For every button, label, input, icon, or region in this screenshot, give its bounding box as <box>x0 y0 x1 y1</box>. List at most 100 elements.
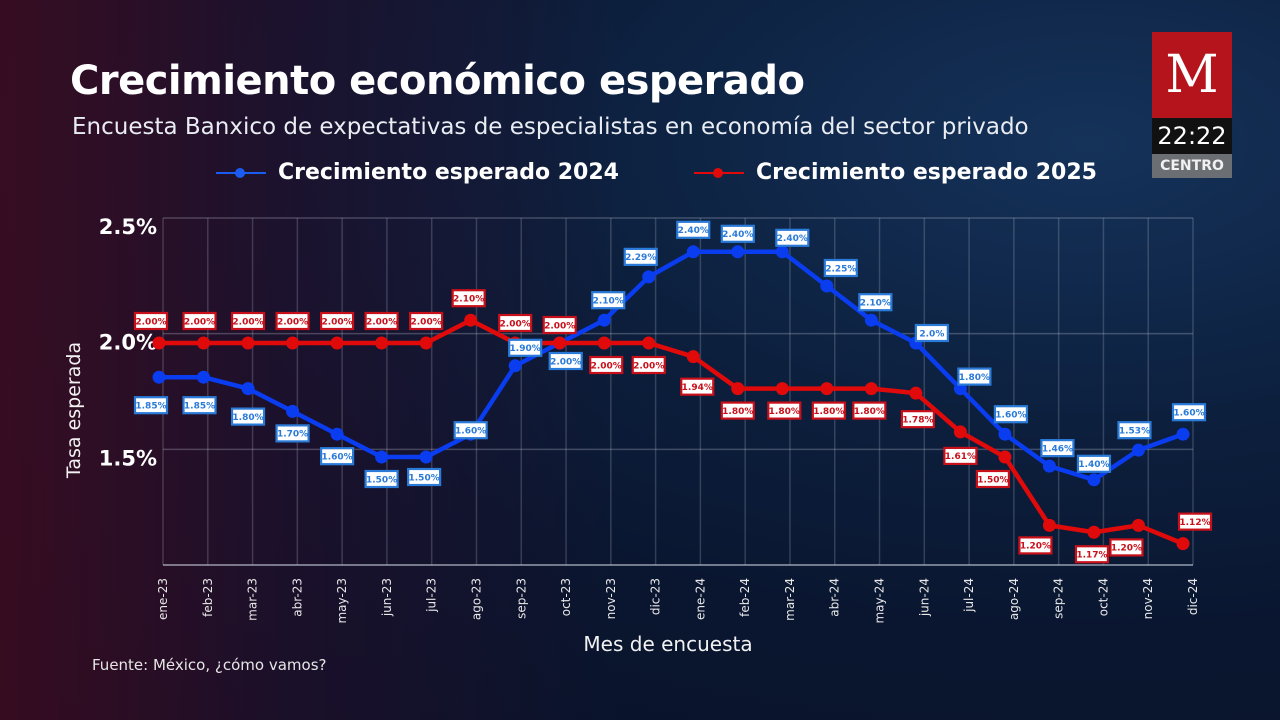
x-tick-label: jun-23 <box>380 578 394 617</box>
x-tick-label: nov-23 <box>604 578 618 619</box>
data-label-box <box>319 311 355 331</box>
data-label: 1.53% <box>1119 426 1150 436</box>
data-label: 1.94% <box>682 383 713 393</box>
data-point <box>864 313 878 327</box>
data-point <box>553 336 567 350</box>
data-label: 2.00% <box>366 317 397 327</box>
data-label-box <box>364 469 399 489</box>
data-label-box <box>1074 545 1110 564</box>
x-tick-label: jun-24 <box>917 578 931 617</box>
data-label: 1.85% <box>184 402 215 412</box>
x-tick-label: oct-23 <box>559 578 573 616</box>
chart-subtitle: Encuesta Banxico de expectativas de espe… <box>72 114 1029 140</box>
data-label-box <box>1171 403 1207 422</box>
data-label: 2.0% <box>919 329 944 339</box>
legend-item-2024: Crecimiento esperado 2024 <box>216 160 619 185</box>
x-tick-label: dic-24 <box>1186 578 1200 615</box>
data-label-box <box>1117 421 1152 440</box>
data-label-box <box>943 446 978 466</box>
data-label-box <box>589 355 624 375</box>
data-label-box <box>275 424 310 443</box>
data-label-box <box>1177 512 1213 531</box>
data-label: 1.80% <box>813 407 844 417</box>
data-point <box>197 336 211 350</box>
data-label: 1.78% <box>902 415 933 425</box>
data-label-box <box>680 377 715 396</box>
data-point <box>419 450 433 464</box>
data-label-box <box>823 258 858 278</box>
data-point <box>820 279 834 293</box>
legend-swatch-2025 <box>694 166 744 180</box>
data-label: 2.40% <box>722 230 753 240</box>
data-label: 1.70% <box>277 430 308 440</box>
y-tick-label: 2.0% <box>99 331 157 355</box>
data-point <box>731 245 745 259</box>
data-label-box <box>631 355 666 375</box>
data-point <box>1042 459 1056 473</box>
data-label-box <box>453 421 488 440</box>
data-point <box>1176 427 1190 441</box>
data-label-box <box>364 311 399 331</box>
data-label: 1.40% <box>1078 460 1109 470</box>
data-label: 2.00% <box>550 357 581 367</box>
data-label: 2.00% <box>591 361 622 371</box>
x-tick-label: ago-24 <box>1007 578 1021 620</box>
data-point <box>286 404 300 418</box>
data-label-box <box>319 447 355 466</box>
data-point <box>286 336 300 350</box>
data-label: 1.12% <box>1179 518 1210 528</box>
x-tick-label: dic-23 <box>649 578 663 615</box>
data-label: 2.00% <box>232 317 263 327</box>
data-point <box>775 382 789 396</box>
data-label-box <box>407 467 442 487</box>
data-point <box>330 336 344 350</box>
data-point <box>953 425 967 439</box>
data-label: 1.46% <box>1042 444 1073 454</box>
data-label-box <box>1109 538 1144 557</box>
legend-label-2024: Crecimiento esperado 2024 <box>278 160 619 185</box>
data-label-box <box>230 311 266 331</box>
x-tick-label: mar-23 <box>246 578 260 621</box>
data-label: 1.61% <box>945 452 976 462</box>
x-tick-label: nov-24 <box>1141 578 1155 619</box>
data-point <box>731 382 745 396</box>
data-point <box>197 370 211 384</box>
data-label: 1.90% <box>510 344 541 354</box>
data-label: 2.00% <box>544 321 575 331</box>
x-tick-label: abr-23 <box>290 578 304 617</box>
data-label-box <box>767 401 802 420</box>
data-point <box>909 386 923 400</box>
legend-item-2025: Crecimiento esperado 2025 <box>694 160 1097 185</box>
milenio-logo: M <box>1152 32 1232 118</box>
x-tick-label: jul-24 <box>962 578 976 613</box>
clock: 22:22 <box>1152 118 1232 154</box>
data-label-box <box>498 313 533 333</box>
data-label: 2.00% <box>135 317 166 327</box>
data-label: 1.50% <box>977 475 1008 485</box>
x-tick-label: ene-24 <box>693 578 707 620</box>
data-label-box <box>957 367 992 386</box>
data-point <box>1087 525 1101 539</box>
region-badge: CENTRO <box>1152 154 1232 178</box>
data-label: 2.10% <box>593 297 624 307</box>
series-line-2024 <box>159 249 1184 483</box>
data-point <box>241 382 255 396</box>
data-label: 2.00% <box>184 317 215 327</box>
data-label: 1.80% <box>232 413 263 423</box>
data-label: 1.85% <box>135 402 166 412</box>
data-label-box <box>623 247 658 266</box>
x-tick-label: ene-23 <box>156 578 170 620</box>
data-label-box <box>852 401 887 420</box>
data-point <box>864 382 878 396</box>
data-point <box>1176 537 1190 551</box>
data-label: 2.40% <box>777 234 808 244</box>
data-point <box>241 336 255 350</box>
data-point <box>642 270 656 284</box>
data-label: 1.50% <box>366 475 397 485</box>
data-point <box>998 450 1012 464</box>
data-point <box>1131 518 1145 532</box>
data-label-box <box>900 410 935 429</box>
data-label: 1.17% <box>1076 551 1107 561</box>
data-point <box>642 336 656 350</box>
